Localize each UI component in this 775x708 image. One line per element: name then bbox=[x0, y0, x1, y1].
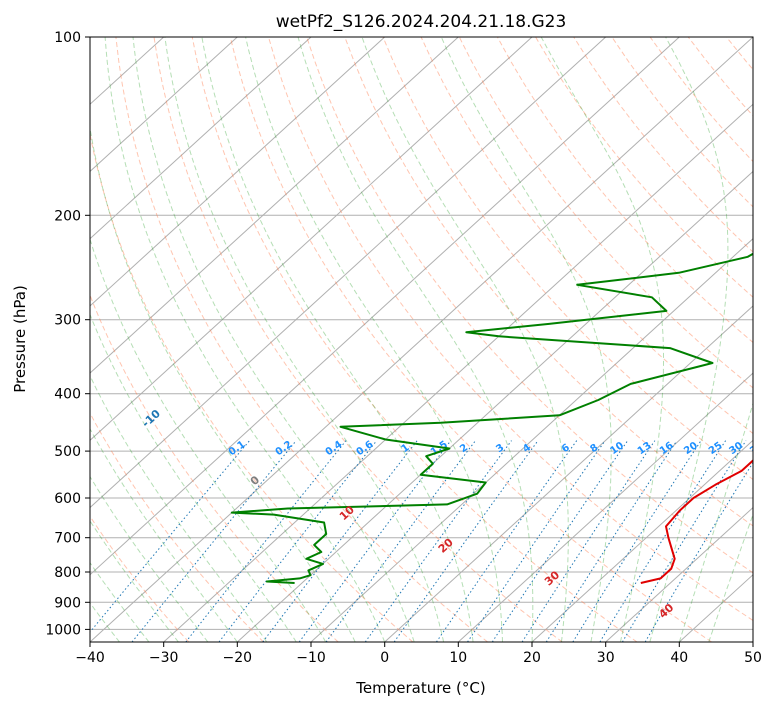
isotherm-line bbox=[384, 305, 753, 642]
y-tick-label: 100 bbox=[54, 30, 81, 46]
moist-adiabat-line bbox=[540, 37, 664, 642]
isotherm-line bbox=[310, 237, 753, 642]
isotherm-line bbox=[531, 439, 753, 642]
isotherm-line bbox=[90, 37, 386, 307]
mixing-ratio-line bbox=[90, 440, 250, 633]
mixing-ratio-line bbox=[435, 440, 578, 642]
mixing-ratio-line bbox=[599, 440, 727, 642]
isotherm-line bbox=[90, 37, 312, 240]
x-tick-label: −10 bbox=[296, 650, 326, 666]
y-tick-label: 800 bbox=[54, 565, 81, 581]
dry-adiabat-line bbox=[268, 37, 753, 622]
dry-adiabat-line bbox=[306, 37, 753, 574]
isobar-gridlines bbox=[90, 37, 753, 630]
mixing-ratio-line bbox=[491, 440, 629, 642]
isotherm-line bbox=[457, 372, 753, 642]
dry-adiabat-line bbox=[420, 37, 753, 435]
dry-adiabat-line bbox=[229, 37, 712, 642]
isotherm-line bbox=[90, 37, 238, 173]
moist-adiabat-line bbox=[164, 37, 445, 642]
moist-adiabat-line bbox=[90, 427, 238, 642]
moist-adiabat-line bbox=[440, 37, 612, 642]
y-tick-label: 600 bbox=[54, 491, 81, 507]
mixing-ratio-line bbox=[545, 440, 678, 642]
dry-adiabat-line bbox=[153, 37, 563, 642]
moist-adiabat-line bbox=[245, 37, 503, 642]
mixing-ratio-line bbox=[364, 440, 512, 642]
y-tick-label: 1000 bbox=[45, 622, 81, 638]
moist-adiabat-line bbox=[90, 237, 327, 642]
y-tick-label: 900 bbox=[54, 595, 81, 611]
moist-adiabat-line bbox=[297, 37, 534, 642]
moist-adiabat-line bbox=[201, 37, 474, 642]
x-tick-label: 0 bbox=[380, 650, 389, 666]
dewpoint-profile-line bbox=[230, 252, 753, 584]
dry-adiabat-line bbox=[115, 37, 488, 642]
x-tick-label: 20 bbox=[523, 650, 541, 666]
moist-adiabat-line bbox=[361, 37, 569, 642]
mixing-ratio-line bbox=[218, 440, 378, 642]
x-tick-label: 50 bbox=[744, 650, 762, 666]
y-tick-label: 200 bbox=[54, 208, 81, 224]
isotherm-lines bbox=[90, 37, 753, 642]
isotherm-line bbox=[90, 37, 680, 576]
moist-adiabat-line bbox=[90, 374, 268, 642]
dry-adiabat-line bbox=[90, 131, 414, 642]
moist-adiabat-line bbox=[132, 37, 415, 642]
mixing-ratio-line bbox=[325, 440, 476, 642]
x-axis-ticks: −40 −30 −20 −10 0 10 20 30 40 50 bbox=[75, 642, 762, 666]
isotherm-line bbox=[90, 37, 533, 442]
x-tick-label: −30 bbox=[149, 650, 179, 666]
y-tick-label: 700 bbox=[54, 531, 81, 547]
mixing-ratio-line bbox=[131, 440, 297, 642]
isotherm-line bbox=[236, 170, 753, 642]
mixing-ratio-label: 36 bbox=[748, 440, 766, 457]
x-tick-label: 10 bbox=[449, 650, 467, 666]
mixing-ratio-line bbox=[467, 440, 606, 642]
temperature-profile-line bbox=[640, 459, 753, 584]
dry-adiabat-line bbox=[90, 412, 264, 642]
dry-adiabat-line bbox=[382, 37, 753, 481]
isotherm-line bbox=[163, 103, 753, 642]
x-tick-label: 30 bbox=[597, 650, 615, 666]
y-axis-label: Pressure (hPa) bbox=[11, 285, 29, 393]
dry-adiabat-line bbox=[496, 37, 753, 344]
y-tick-label: 300 bbox=[54, 313, 81, 329]
x-tick-label: −40 bbox=[75, 650, 105, 666]
mixing-ratio-line bbox=[621, 440, 747, 642]
mixing-ratio-line bbox=[521, 440, 656, 642]
dry-adiabat-line bbox=[344, 37, 753, 527]
chart-title: wetPf2_S126.2024.204.21.18.G23 bbox=[276, 12, 567, 32]
moist-adiabat-line bbox=[90, 313, 297, 642]
x-tick-label: 40 bbox=[670, 650, 688, 666]
dry-adiabat-line bbox=[535, 37, 753, 298]
isotherm-line bbox=[605, 506, 753, 642]
plot-frame bbox=[89, 36, 754, 643]
mixing-ratio-line bbox=[572, 440, 702, 642]
moist-adiabat-line bbox=[678, 401, 753, 642]
mixing-ratio-line bbox=[644, 461, 753, 642]
moist-adiabat-line bbox=[649, 37, 729, 642]
x-tick-label: −20 bbox=[223, 650, 253, 666]
isotherm-line bbox=[90, 37, 753, 642]
isotherm-line bbox=[90, 37, 459, 374]
y-axis-ticks: 100 200 300 400 500 600 700 800 900 1000 bbox=[45, 30, 90, 638]
moist-adiabat-lines bbox=[90, 37, 753, 642]
y-tick-label: 400 bbox=[54, 387, 81, 403]
dry-adiabat-line bbox=[191, 37, 638, 642]
moist-adiabat-line bbox=[90, 561, 150, 642]
y-tick-label: 500 bbox=[54, 444, 81, 460]
moist-adiabat-line bbox=[90, 125, 356, 642]
x-axis-label: Temperature (°C) bbox=[355, 679, 485, 697]
isotherm-line bbox=[90, 37, 607, 509]
moist-adiabat-line bbox=[708, 513, 753, 642]
profile-series bbox=[230, 252, 753, 584]
